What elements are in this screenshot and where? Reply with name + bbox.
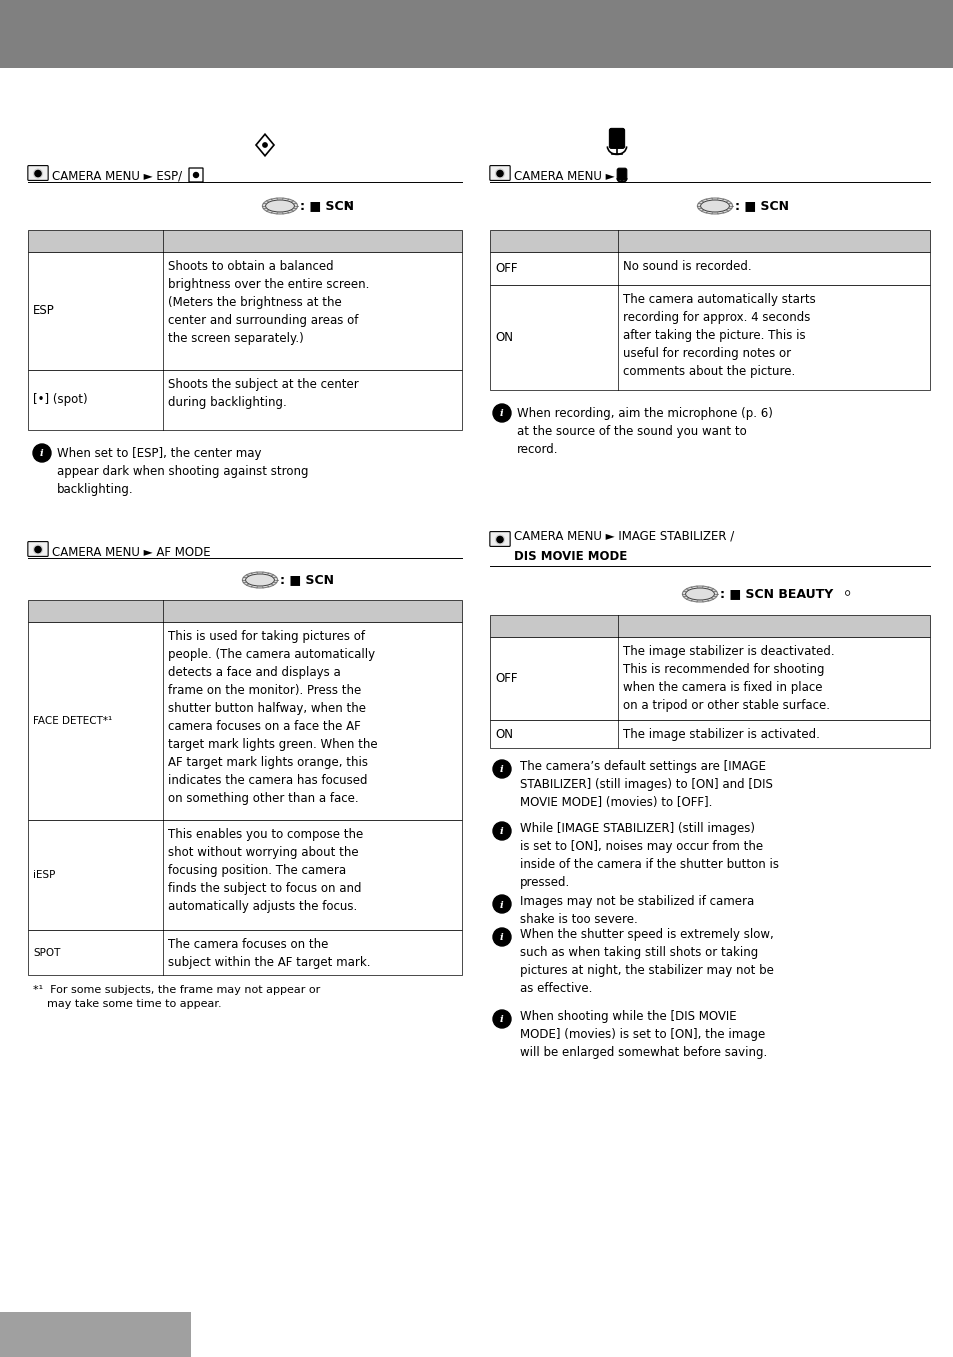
Circle shape [33,546,42,554]
FancyBboxPatch shape [189,168,203,182]
Circle shape [493,1010,511,1029]
Bar [490,229,929,252]
Text: ESP: ESP [33,304,54,318]
Text: OFF: OFF [495,262,517,275]
Bar [28,600,461,622]
Ellipse shape [681,586,717,603]
FancyBboxPatch shape [28,166,48,180]
Bar [28,370,461,430]
Text: FACE DETECT*¹: FACE DETECT*¹ [33,716,112,726]
Bar [490,252,929,285]
Circle shape [33,444,51,461]
Circle shape [495,170,504,178]
Text: CAMERA MENU ► AF MODE: CAMERA MENU ► AF MODE [52,546,211,559]
Text: The image stabilizer is deactivated.
This is recommended for shooting
when the c: The image stabilizer is deactivated. Thi… [622,645,834,712]
Ellipse shape [697,198,732,214]
Text: DIS MOVIE MODE: DIS MOVIE MODE [514,550,626,563]
Text: The image stabilizer is activated.: The image stabilizer is activated. [622,727,819,741]
Circle shape [497,536,502,543]
Text: OFF: OFF [495,672,517,685]
Bar [28,229,461,252]
Text: Images may not be stabilized if camera
shake is too severe.: Images may not be stabilized if camera s… [519,896,754,925]
Bar [0,1312,191,1357]
Bar [28,622,461,820]
Text: : ■ SCN BEAUTY: : ■ SCN BEAUTY [720,588,832,601]
Text: : ■ SCN: : ■ SCN [734,199,788,213]
Text: When recording, aim the microphone (p. 6)
at the source of the sound you want to: When recording, aim the microphone (p. 6… [517,407,772,456]
Bar [28,252,461,370]
FancyBboxPatch shape [617,168,626,180]
Circle shape [493,928,511,946]
Text: When the shutter speed is extremely slow,
such as when taking still shots or tak: When the shutter speed is extremely slow… [519,928,773,995]
Text: Shoots the subject at the center
during backlighting.: Shoots the subject at the center during … [168,379,358,408]
Text: [•] (spot): [•] (spot) [33,394,88,407]
Text: : ■ SCN: : ■ SCN [299,199,354,213]
Text: The camera’s default settings are [IMAGE
STABILIZER] (still images) to [ON] and : The camera’s default settings are [IMAGE… [519,760,772,809]
Circle shape [495,535,504,544]
Text: The camera focuses on the
subject within the AF target mark.: The camera focuses on the subject within… [168,938,370,969]
Text: *¹  For some subjects, the frame may not appear or
    may take some time to app: *¹ For some subjects, the frame may not … [33,985,320,1010]
Ellipse shape [262,198,297,214]
Bar [490,721,929,748]
Text: i: i [499,934,503,943]
Bar [490,615,929,636]
Text: iESP: iESP [33,870,55,879]
FancyBboxPatch shape [489,166,510,180]
Text: Shoots to obtain a balanced
brightness over the entire screen.
(Meters the brigh: Shoots to obtain a balanced brightness o… [168,261,369,345]
Text: CAMERA MENU ►: CAMERA MENU ► [514,170,614,182]
Text: This is used for taking pictures of
people. (The camera automatically
detects a : This is used for taking pictures of peop… [168,630,377,805]
Text: : ■ SCN: : ■ SCN [280,574,334,586]
Circle shape [493,404,511,422]
Text: SPOT: SPOT [33,947,60,958]
Circle shape [35,547,41,552]
FancyBboxPatch shape [609,129,624,148]
Text: ON: ON [495,331,513,345]
Circle shape [35,171,41,176]
Bar [490,285,929,389]
Bar [490,636,929,721]
Text: i: i [499,828,503,836]
Circle shape [493,760,511,778]
Text: When set to [ESP], the center may
appear dark when shooting against strong
backl: When set to [ESP], the center may appear… [57,446,308,497]
Circle shape [33,170,42,178]
Circle shape [493,822,511,840]
Bar [0,0,953,68]
Text: The camera automatically starts
recording for approx. 4 seconds
after taking the: The camera automatically starts recordin… [622,293,815,379]
Ellipse shape [242,573,277,588]
Text: i: i [499,765,503,775]
Text: While [IMAGE STABILIZER] (still images)
is set to [ON], noises may occur from th: While [IMAGE STABILIZER] (still images) … [519,822,779,889]
Circle shape [493,896,511,913]
Text: i: i [40,449,44,459]
Text: i: i [499,901,503,909]
Text: ⚪: ⚪ [345,201,354,210]
Text: No sound is recorded.: No sound is recorded. [622,261,751,273]
Text: CAMERA MENU ► ESP/: CAMERA MENU ► ESP/ [52,170,182,182]
FancyBboxPatch shape [489,532,510,547]
Text: ON: ON [495,727,513,741]
Circle shape [263,142,267,147]
Text: i: i [499,410,503,418]
Text: ⚪: ⚪ [842,589,851,598]
FancyBboxPatch shape [28,541,48,556]
Bar [28,930,461,974]
Text: When shooting while the [DIS MOVIE
MODE] (movies) is set to [ON], the image
will: When shooting while the [DIS MOVIE MODE]… [519,1010,766,1058]
Text: CAMERA MENU ► IMAGE STABILIZER /: CAMERA MENU ► IMAGE STABILIZER / [514,529,734,543]
Circle shape [497,171,502,176]
Text: i: i [499,1015,503,1025]
Text: This enables you to compose the
shot without worrying about the
focusing positio: This enables you to compose the shot wit… [168,828,363,913]
Circle shape [193,172,198,178]
Bar [28,820,461,930]
